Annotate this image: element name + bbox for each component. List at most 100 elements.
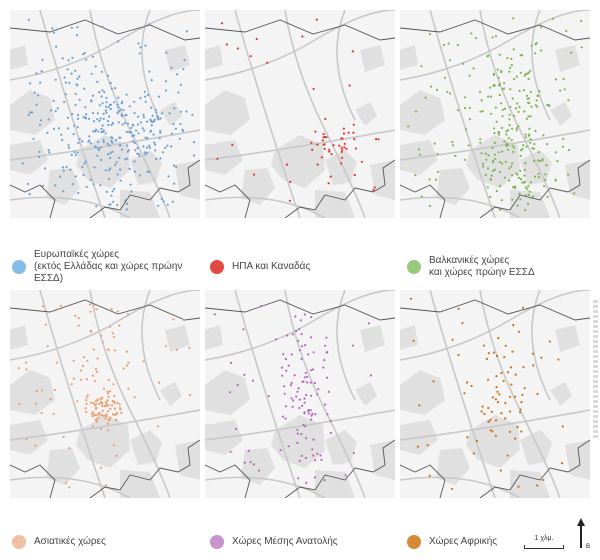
resident-dot [516,426,519,429]
resident-dot [61,57,64,60]
legend-label-europe: Ευρωπαϊκές χώρες (εκτός Ελλάδας και χώρε… [34,249,183,284]
resident-dot [443,76,446,79]
resident-dot [82,116,85,119]
resident-dot [109,167,112,170]
resident-dot [93,303,96,306]
resident-dot [523,110,526,113]
resident-dot [525,117,528,120]
resident-dot [310,394,313,397]
resident-dot [91,374,94,377]
resident-dot [90,72,93,75]
resident-dot [74,103,77,107]
resident-dot [309,336,313,339]
resident-dot [98,402,101,406]
resident-dot [37,94,40,97]
resident-dot [554,78,557,81]
resident-dot [157,204,160,207]
resident-dot [487,352,490,355]
resident-dot [513,186,517,190]
resident-dot [102,112,105,115]
resident-dot [125,114,128,117]
resident-dot [98,104,101,107]
resident-dot [94,128,98,131]
resident-dot [457,307,460,310]
road-line [429,290,496,498]
road-line [10,10,200,81]
resident-dot [529,138,532,141]
resident-dot [504,344,507,347]
resident-dot [133,112,136,115]
resident-dot [119,108,122,111]
resident-dot [511,162,514,165]
resident-dot [451,338,454,341]
resident-dot [537,159,540,162]
resident-dot [534,129,537,133]
built-area-patch [241,168,275,205]
resident-dot [529,141,532,144]
resident-dot [567,148,571,152]
resident-dot [536,392,539,395]
resident-dot [114,87,117,90]
resident-dot [171,200,174,203]
resident-dot [81,140,84,143]
resident-dot [102,117,105,120]
resident-dot [436,170,440,173]
built-area-patch [436,168,470,205]
resident-dot [280,366,284,369]
road-line [205,409,395,441]
resident-dot [448,59,452,62]
resident-dot [27,182,30,185]
resident-dot [91,94,95,97]
built-area-patch [360,45,385,72]
resident-dot [34,444,37,447]
resident-dot [35,72,38,75]
resident-dot [491,396,494,399]
resident-dot [491,430,494,433]
built-area-patch [205,45,223,70]
resident-dot [304,437,308,440]
resident-dot [243,461,246,464]
resident-dot [136,146,139,150]
resident-dot [89,142,92,145]
resident-dot [417,148,420,151]
resident-dot [29,111,32,114]
resident-dot [491,36,494,39]
legend-swatch-africa [407,535,421,549]
resident-dot [296,390,299,393]
built-area-patch [355,102,377,126]
resident-dot [153,118,156,121]
resident-dot [83,87,86,90]
resident-dot [309,381,312,384]
resident-dot [300,433,303,436]
dot-layer [409,297,564,490]
built-area-patch [436,448,470,485]
resident-dot [513,78,516,81]
resident-dot [474,37,477,40]
resident-dot [570,51,573,55]
road-line [10,129,200,161]
resident-dot [79,369,82,372]
resident-dot [498,161,501,164]
resident-dot [173,182,176,185]
resident-dot [94,65,97,68]
resident-dot [314,459,317,462]
resident-dot [114,163,117,166]
resident-dot [77,324,80,327]
resident-dot [185,110,188,113]
resident-dot [316,163,319,166]
resident-dot [306,381,309,384]
resident-dot [512,150,515,154]
resident-dot [107,378,110,382]
legend-label-asia: Ασιατικές χώρες [34,536,106,547]
resident-dot [302,423,305,426]
resident-dot [463,158,466,161]
resident-dot [242,328,245,331]
resident-dot [510,165,513,168]
resident-dot [182,68,185,71]
resident-dot [67,116,70,119]
resident-dot [522,89,526,92]
resident-dot [179,83,182,86]
resident-dot [21,162,24,165]
resident-dot [78,98,81,101]
resident-dot [340,146,343,149]
